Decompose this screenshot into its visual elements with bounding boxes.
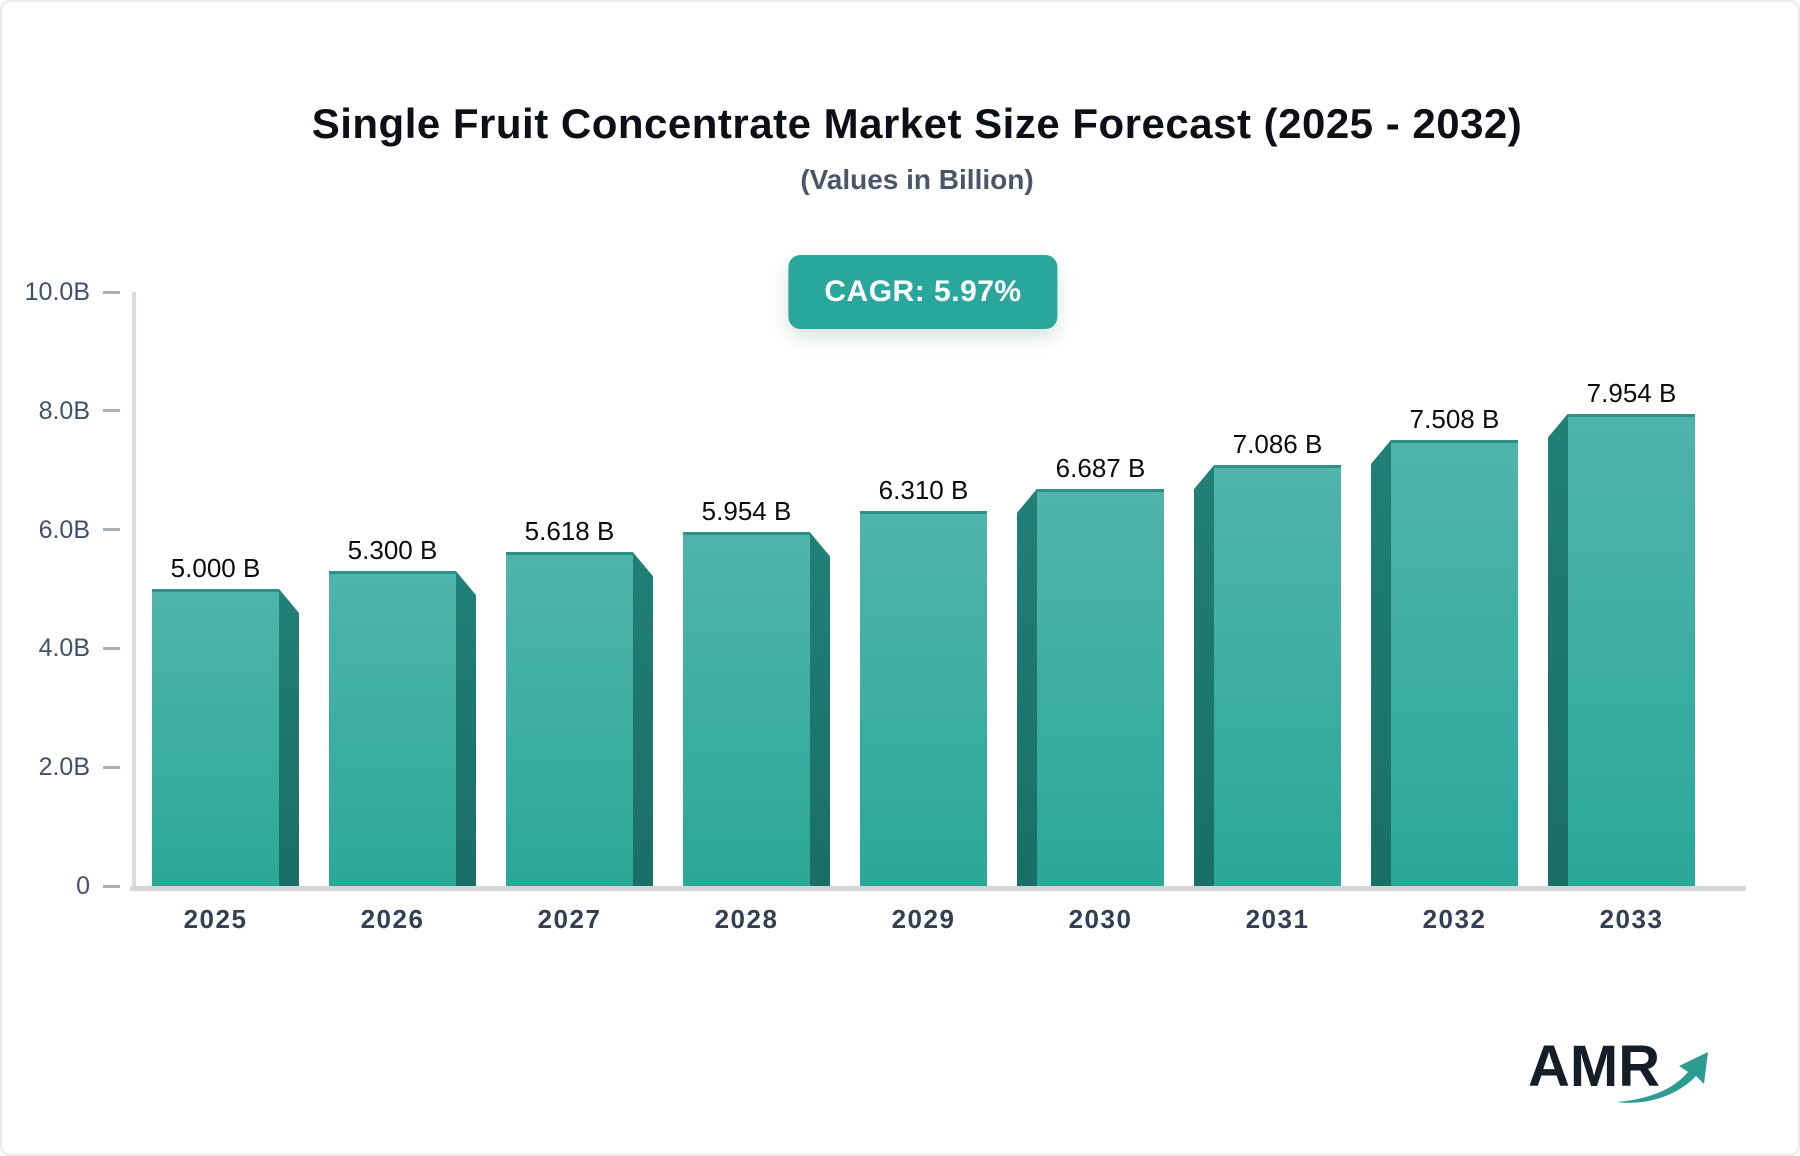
y-tick-mark [103,646,120,650]
bar-value-label: 6.687 B [1055,452,1146,483]
growth-arrow-icon [1616,1052,1708,1103]
bar-2028 [683,532,810,886]
y-tick-mark [103,528,120,532]
bar-side-face [456,571,476,886]
y-tick-mark [103,884,120,888]
y-tick-label: 2.0B [38,753,90,782]
page-title: Single Fruit Concentrate Market Size For… [311,100,1523,147]
x-tick-label-2032: 2032 [1422,904,1487,934]
amr-logo-text: AMR [1528,1034,1661,1099]
bar-2027 [506,552,633,886]
bar-side-face [279,589,299,886]
bar-value-label: 7.954 B [1586,377,1677,408]
y-tick-mark [103,765,120,769]
bar-value-label: 7.086 B [1232,429,1323,460]
x-tick-label-2027: 2027 [537,904,602,934]
bar-side-face [1371,440,1391,886]
bar-side-face [633,552,653,886]
bar-2031 [1214,465,1341,886]
y-tick-label: 0 [76,872,90,900]
x-tick-label-2029: 2029 [891,904,956,934]
chart-subtitle: (Values in Billion) [800,164,1034,195]
y-tick-label: 8.0B [38,396,90,425]
bar-value-label: 5.000 B [170,553,261,583]
bar-side-face [810,532,830,886]
bar-value-label: 6.310 B [878,475,969,506]
x-tick-label-2031: 2031 [1245,904,1310,934]
amr-logo: AMR [1528,1038,1714,1104]
bar-value-label: 5.954 B [701,496,792,527]
x-tick-label-2025: 2025 [183,904,248,934]
y-tick-label: 4.0B [38,634,90,663]
x-axis-line [130,886,1746,891]
x-tick-label-2026: 2026 [360,904,425,934]
bar-2026 [329,571,456,886]
bar-2029 [860,511,987,886]
y-tick-label: 10.0B [24,278,90,306]
bar-2032 [1391,440,1518,886]
x-tick-label-2033: 2033 [1599,904,1664,934]
bar-2033 [1568,413,1695,886]
bar-value-label: 5.618 B [524,516,615,547]
bar-side-face [1194,465,1214,886]
y-tick-mark [103,409,120,413]
bar-2025 [152,589,279,886]
bar-value-label: 7.508 B [1409,404,1500,435]
y-tick-label: 6.0B [38,515,90,544]
x-tick-label-2028: 2028 [714,904,779,934]
bar-value-label: 5.300 B [347,535,438,566]
y-axis-line [132,292,136,891]
y-tick-mark [103,290,120,294]
bar-side-face [1548,413,1568,886]
x-tick-label-2030: 2030 [1068,904,1133,934]
cagr-badge: CAGR: 5.97% [788,255,1058,329]
bar-side-face [1017,488,1037,886]
bar-2030 [1037,488,1164,886]
